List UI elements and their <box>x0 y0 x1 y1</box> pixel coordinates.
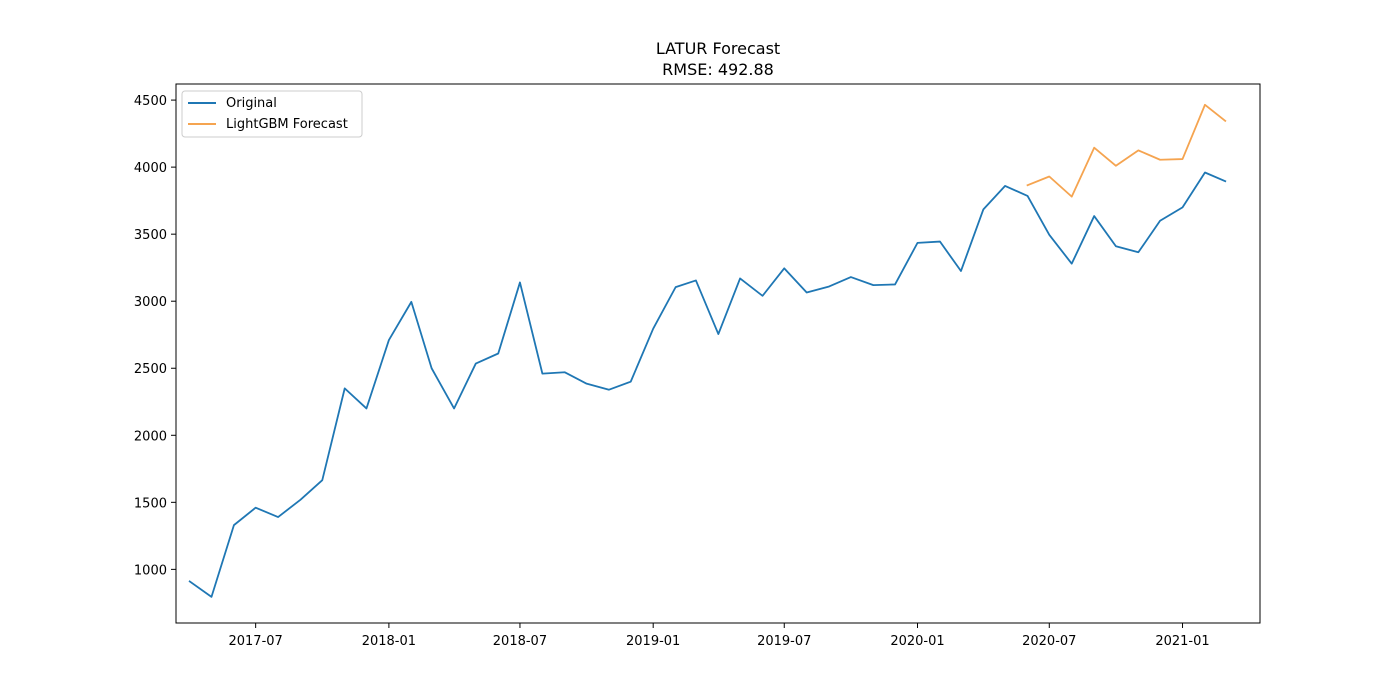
series-line-lightgbm-forecast <box>1026 103 1227 198</box>
legend-box <box>181 90 363 138</box>
legend-label-original: Original <box>226 96 277 111</box>
y-tick-label: 4500 <box>134 94 167 109</box>
x-tick-label: 2021-01 <box>1155 634 1209 649</box>
legend-label-forecast: LightGBM Forecast <box>226 117 348 132</box>
ticks-layer: 2017-07 2018-01 2018-07 2019-01 2019-07 2020-… <box>134 94 1210 649</box>
chart-subtitle: RMSE: 492.88 <box>662 60 774 79</box>
y-tick-label: 2000 <box>134 429 167 444</box>
y-tick-label: 4000 <box>134 161 167 176</box>
x-tick-label: 2017-07 <box>228 634 282 649</box>
chart-title: LATUR Forecast <box>656 39 780 58</box>
x-tick-label: 2020-07 <box>1022 634 1076 649</box>
x-tick-label: 2019-07 <box>757 634 811 649</box>
y-tick-label: 1000 <box>134 563 167 578</box>
x-tick-label: 2018-01 <box>362 634 416 649</box>
series-line-original <box>188 171 1227 598</box>
legend: Original LightGBM Forecast <box>181 90 363 138</box>
y-tick-label: 3500 <box>134 228 167 243</box>
y-tick-label: 1500 <box>134 496 167 511</box>
x-tick-label: 2019-01 <box>626 634 680 649</box>
y-tick-label: 3000 <box>134 295 167 310</box>
plot-frame <box>175 83 1261 624</box>
series-layer <box>188 103 1227 598</box>
x-tick-label: 2018-07 <box>493 634 547 649</box>
y-tick-label: 2500 <box>134 362 167 377</box>
x-tick-label: 2020-01 <box>890 634 944 649</box>
